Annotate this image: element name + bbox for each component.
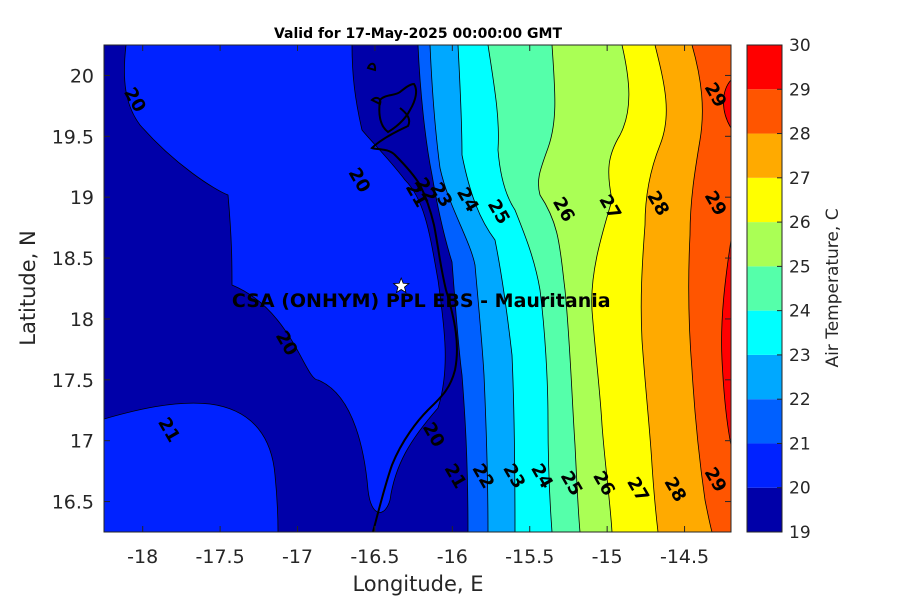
site-label: CSA (ONHYM) PPL EBS - Mauritania: [232, 290, 611, 312]
colorbar-segment: [747, 399, 782, 444]
colorbar-tick-label: 21: [789, 434, 811, 454]
x-tick-label: -16.5: [350, 546, 399, 568]
x-tick-label: -18: [127, 546, 158, 568]
colorbar-segment: [747, 222, 782, 267]
x-tick-label: -17.5: [196, 546, 245, 568]
x-tick-label: -17: [282, 546, 313, 568]
y-tick-label: 19: [70, 187, 94, 209]
colorbar: 19 20 21 22 23 24 25 26 27 28 29 30: [746, 36, 811, 543]
coastline: [366, 62, 458, 532]
y-tick-label: 17: [70, 431, 94, 453]
colorbar-tick-label: 28: [789, 125, 811, 145]
colorbar-segment: [747, 443, 782, 488]
colorbar-segment: [747, 354, 782, 400]
x-axis-ticks: -18 -17.5 -17 -16.5 -16 -15.5 -15 -14.5: [127, 45, 709, 568]
plot-area: [104, 45, 731, 532]
y-tick-label: 18.5: [52, 248, 94, 270]
y-tick-label: 17.5: [52, 370, 94, 392]
y-tick-label: 18: [70, 309, 94, 331]
colorbar-segment: [747, 133, 782, 178]
y-tick-label: 19.5: [52, 126, 94, 148]
colorbar-tick-label: 26: [789, 213, 811, 233]
site-star-icon: [392, 276, 410, 294]
colorbar-tick-label: 29: [789, 80, 811, 100]
colorbar-segment: [747, 310, 782, 355]
colorbar-tick-label: 20: [789, 479, 811, 499]
colorbar-tick-label: 23: [789, 346, 811, 366]
x-tick-label: -15.5: [505, 546, 554, 568]
y-axis-label: Latitude, N: [16, 230, 40, 346]
y-axis-ticks: 20 19.5 19 18.5 18 17.5 17 16.5: [52, 65, 731, 514]
colorbar-label: Air Temperature, C: [823, 208, 843, 367]
colorbar-segment: [747, 266, 782, 311]
colorbar-segment: [747, 45, 782, 90]
colorbar-segment: [747, 177, 782, 223]
x-axis-label: Longitude, E: [352, 572, 483, 596]
x-tick-label: -14.5: [660, 546, 709, 568]
colorbar-tick-label: 22: [789, 390, 811, 410]
band-29-30: [721, 80, 731, 445]
band-28-29: [688, 45, 731, 532]
chart-title: Valid for 17-May-2025 00:00:00 GMT: [274, 26, 562, 42]
colorbar-tick-label: 30: [789, 36, 811, 56]
colorbar-tick-label: 24: [789, 302, 811, 322]
y-tick-label: 20: [70, 65, 94, 87]
colorbar-tick-label: 25: [789, 257, 811, 277]
colorbar-frame: [746, 44, 783, 533]
site-marker-group: CSA (ONHYM) PPL EBS - Mauritania: [232, 276, 611, 312]
x-tick-label: -15: [592, 546, 623, 568]
x-tick-label: -16: [437, 546, 468, 568]
y-tick-label: 16.5: [52, 492, 94, 514]
axes-frame: [103, 44, 732, 533]
band-20-21: [104, 45, 446, 532]
colorbar-tick-label: 19: [789, 523, 811, 543]
colorbar-tick-label: 27: [789, 169, 811, 189]
colorbar-segment: [747, 89, 782, 134]
colorbar-segment: [747, 487, 782, 532]
